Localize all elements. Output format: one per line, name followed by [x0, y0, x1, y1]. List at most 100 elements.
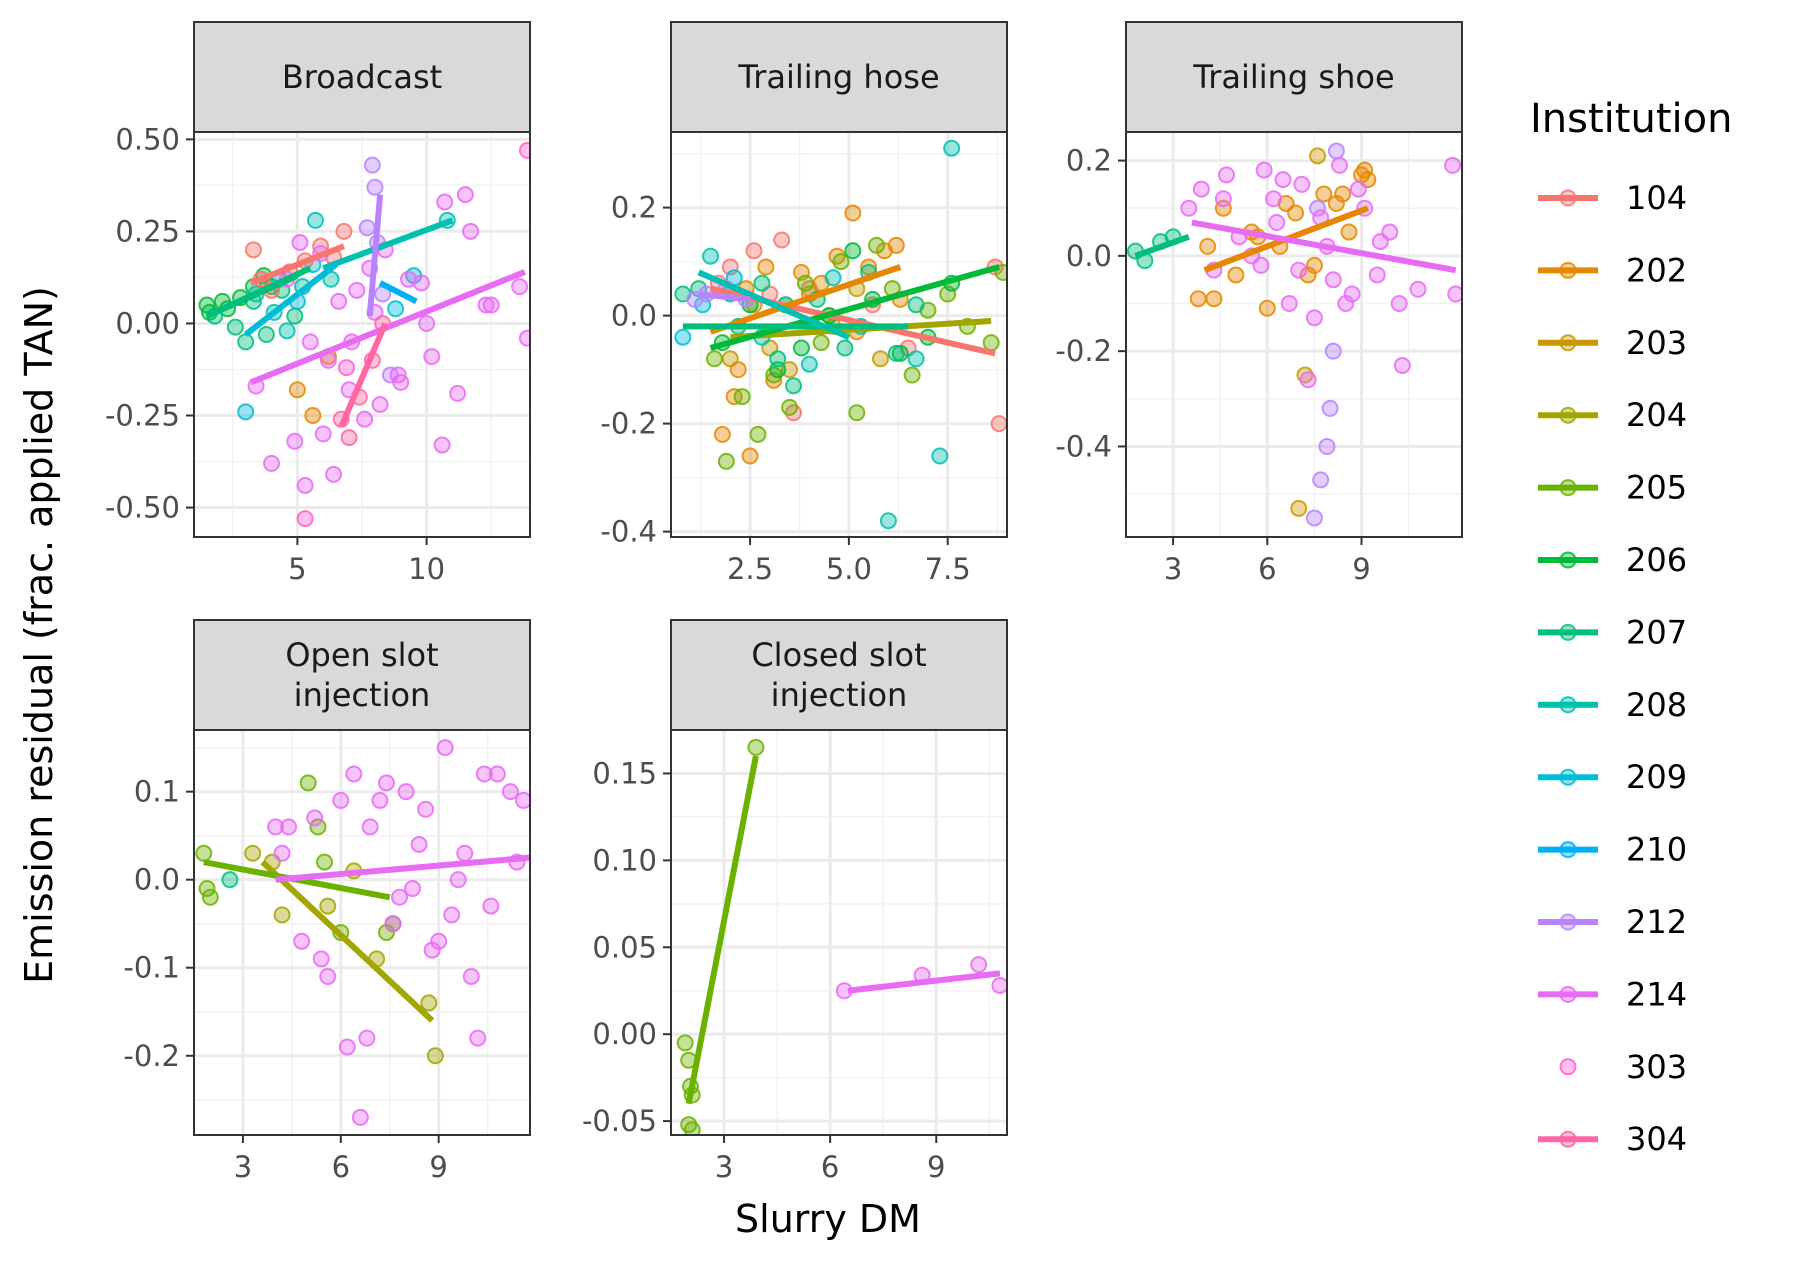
panel-strip [193, 619, 531, 731]
fit-line-214 [847, 970, 1001, 994]
data-point-205 [195, 844, 213, 862]
fit-line-202 [709, 264, 902, 335]
data-point-208 [306, 211, 324, 229]
data-point-214 [1393, 356, 1411, 374]
legend-entry-206: 206 [1538, 541, 1687, 579]
data-point-214 [1305, 309, 1323, 327]
y-tick-label: -0.2 [123, 1039, 180, 1073]
data-point-205 [903, 366, 921, 384]
data-point-205 [683, 1121, 701, 1135]
y-tick-label: 0.25 [115, 214, 180, 248]
data-point-214 [371, 791, 389, 809]
data-point-212 [1321, 399, 1339, 417]
data-point-203 [781, 361, 799, 379]
data-point-214 [391, 888, 409, 906]
legend-key-point [1559, 696, 1577, 714]
plot-background [194, 730, 530, 1135]
legend-title: Institution [1530, 96, 1732, 142]
data-point-212 [1327, 142, 1345, 160]
data-point-202 [1340, 223, 1358, 241]
data-point-207 [836, 339, 854, 357]
y-tick-label: 0.05 [592, 930, 657, 964]
data-point-202 [304, 407, 322, 424]
data-point-214 [1371, 233, 1389, 251]
y-tick-label: 0.0 [1066, 239, 1112, 273]
data-point-212 [1309, 199, 1327, 217]
data-point-208 [879, 512, 897, 530]
data-point-202 [844, 204, 862, 222]
fit-line-209 [243, 262, 338, 337]
x-tick-label: 10 [408, 552, 445, 586]
x-tick-label: 3 [715, 1150, 733, 1184]
data-point-212 [358, 219, 376, 237]
data-point-214 [1268, 214, 1286, 232]
data-point-303 [518, 141, 530, 159]
data-point-214 [330, 292, 348, 310]
data-point-214 [410, 835, 428, 853]
legend-entry-203: 203 [1538, 324, 1687, 362]
data-point-214 [314, 425, 332, 443]
data-point-214 [358, 1029, 376, 1047]
data-point-214 [1180, 199, 1198, 217]
data-point-202 [1205, 290, 1223, 308]
panel-2: Trailing shoe 3 6 9 0.2 0.0 -0.2 -0.4 [1055, 21, 1463, 586]
legend-key-point [1559, 261, 1577, 279]
data-point-209 [237, 403, 255, 421]
data-point-214 [462, 968, 480, 986]
data-point-206 [792, 339, 810, 357]
panel-strip [670, 619, 1008, 731]
data-point-203 [872, 350, 890, 368]
x-tick-label: 5.0 [826, 552, 872, 586]
data-point-214 [371, 395, 389, 413]
legend-entry-304: 304 [1538, 1120, 1687, 1158]
data-point-214 [1390, 295, 1408, 313]
legend-entry-209: 209 [1538, 758, 1687, 796]
x-tick-label: 9 [1352, 552, 1370, 586]
data-point-303 [337, 359, 355, 377]
data-point-202 [757, 258, 775, 276]
major-grid [194, 730, 530, 1135]
legend-key-point [1559, 768, 1577, 786]
x-tick-label: 9 [927, 1150, 945, 1184]
data-point-205 [812, 334, 830, 352]
legend-key-point [1559, 479, 1577, 497]
data-point-214 [319, 968, 337, 986]
data-point-207 [785, 377, 803, 395]
legend-key-point [1559, 1130, 1577, 1148]
data-point-214 [273, 844, 291, 862]
data-point-205 [299, 774, 317, 792]
data-point-205 [982, 334, 1000, 352]
data-point-205 [676, 1034, 694, 1052]
data-point-209 [387, 300, 405, 318]
data-point-214 [475, 765, 493, 783]
data-point-205 [717, 452, 735, 470]
data-point-214 [1217, 166, 1235, 184]
panel-data [198, 141, 530, 528]
data-point-214 [970, 956, 988, 974]
data-point-205 [868, 236, 886, 254]
x-tick-label: 7.5 [925, 552, 971, 586]
data-point-214 [518, 329, 530, 347]
data-point-208 [907, 350, 925, 368]
y-tick-label: 0.50 [115, 122, 180, 156]
fit-line-204 [260, 859, 435, 1023]
legend-label: 205 [1626, 469, 1687, 507]
data-point-202 [1258, 299, 1276, 317]
data-point-214 [1447, 285, 1462, 303]
x-axis-title: Slurry DM [735, 1197, 921, 1241]
data-point-214 [511, 278, 529, 296]
data-point-214 [351, 1108, 369, 1126]
data-point-202 [1356, 161, 1374, 179]
data-point-214 [384, 915, 402, 933]
fit-line-104 [249, 243, 346, 286]
data-point-214 [291, 233, 309, 251]
legend-key-point [1559, 551, 1577, 569]
data-point-104 [990, 415, 1007, 433]
x-tick-label: 6 [332, 1150, 350, 1184]
data-point-214 [1444, 156, 1462, 174]
data-point-214 [397, 783, 415, 801]
data-point-214 [338, 1038, 356, 1056]
data-point-104 [244, 241, 262, 259]
legend-label: 209 [1626, 758, 1687, 796]
